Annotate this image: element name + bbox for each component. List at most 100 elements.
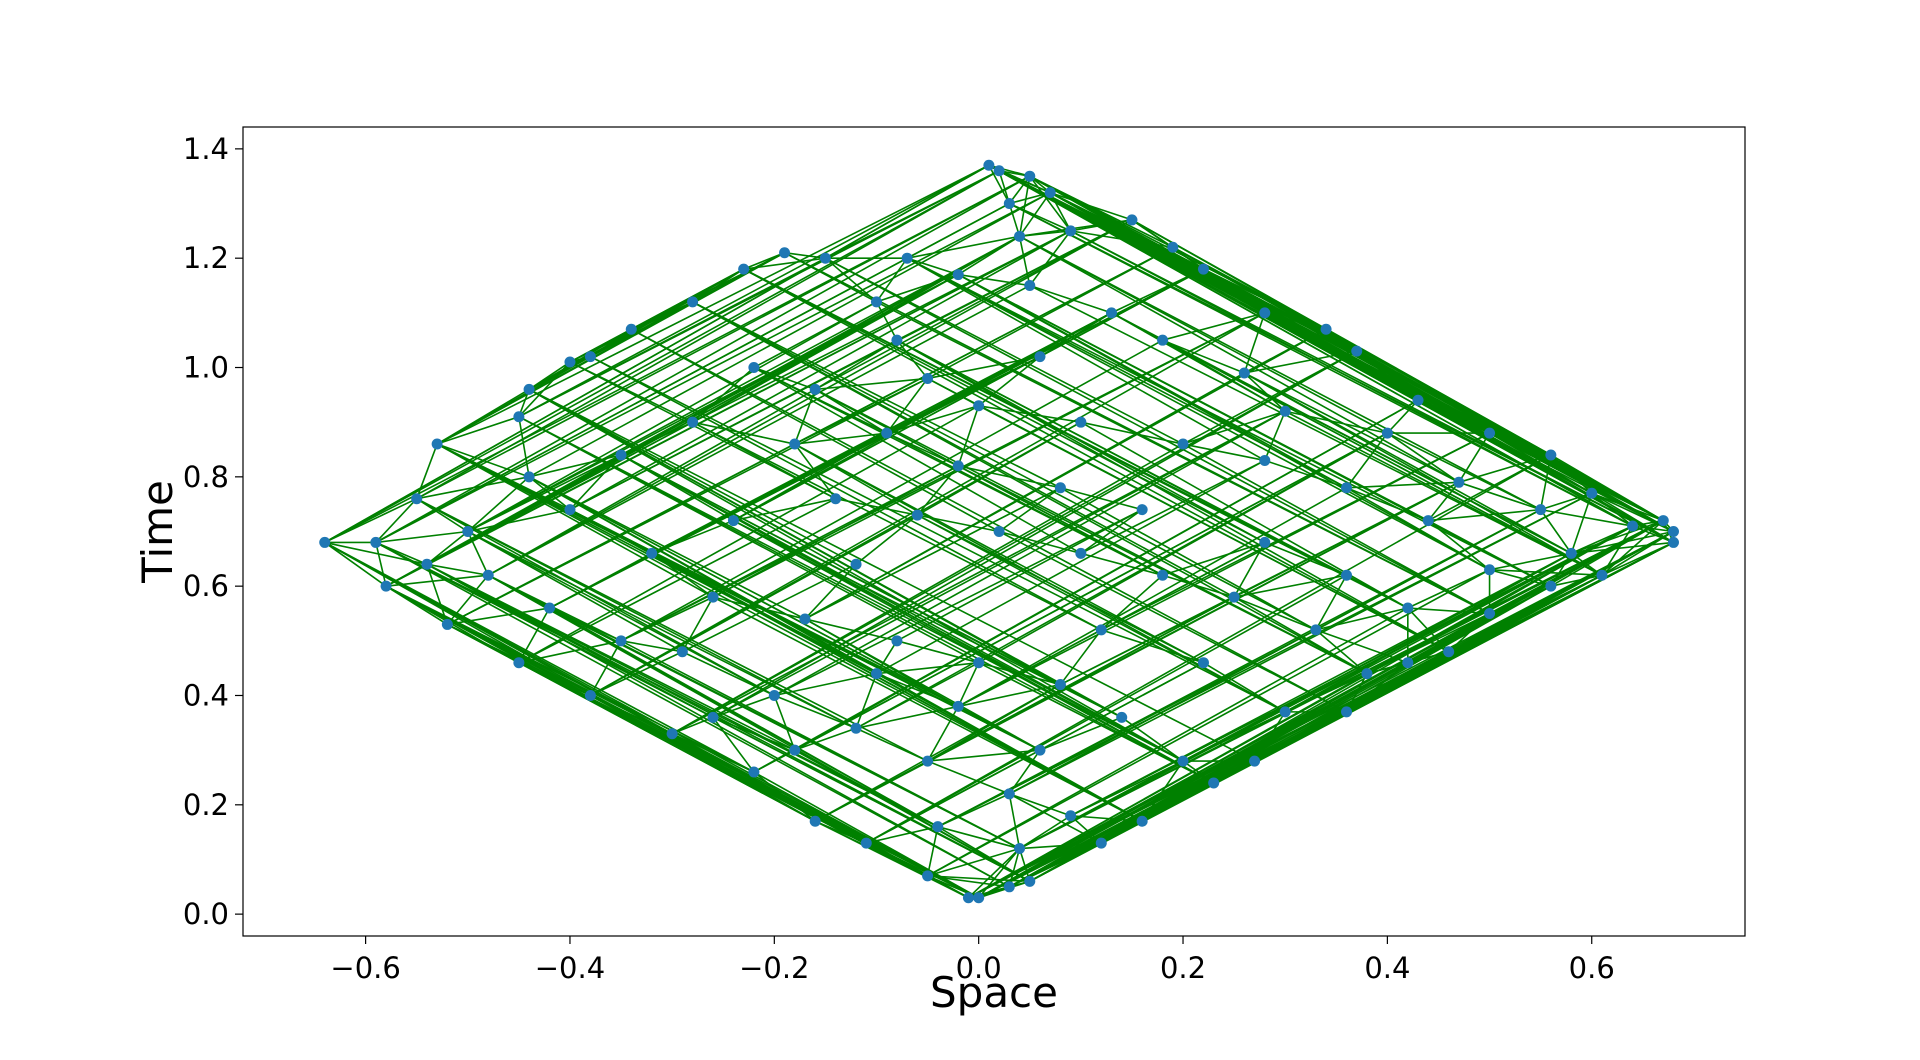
data-point	[1443, 646, 1455, 658]
graph-edge	[528, 191, 1051, 478]
data-point	[687, 296, 699, 308]
graph-edge	[824, 257, 878, 303]
data-point	[1054, 482, 1066, 494]
graph-edge	[1315, 607, 1409, 631]
graph-edge	[773, 695, 796, 751]
graph-edge	[1018, 848, 1031, 882]
data-point	[779, 247, 791, 259]
graph-edge	[784, 251, 826, 259]
graph-edge	[1172, 246, 1327, 330]
graph-edge	[876, 459, 1266, 675]
graph-edge	[773, 508, 1143, 697]
data-point	[1341, 569, 1353, 581]
graph-edge	[426, 530, 469, 565]
graph-edge	[528, 476, 877, 675]
data-point	[1535, 504, 1547, 516]
graph-edge	[518, 416, 530, 477]
graph-edge	[1080, 459, 1266, 555]
graph-edge	[866, 825, 938, 844]
graph-edge	[794, 727, 857, 751]
graph-edge	[446, 574, 489, 625]
data-point	[952, 700, 964, 712]
graph-edge	[1448, 612, 1491, 653]
graph-edge	[1203, 268, 1327, 330]
graph-edge	[1407, 569, 1490, 609]
data-point	[1402, 602, 1414, 614]
data-point	[1310, 624, 1322, 636]
data-point	[881, 427, 893, 439]
data-point	[891, 635, 903, 647]
graph-edge	[1264, 541, 1347, 576]
data-point	[1116, 711, 1128, 723]
graph-edge	[1417, 399, 1490, 434]
data-point	[1044, 187, 1056, 199]
data-point	[952, 269, 964, 281]
data-point	[1259, 454, 1271, 466]
data-point	[911, 509, 923, 521]
graph-edge	[1162, 541, 1266, 576]
graph-edge	[927, 683, 1061, 762]
graph-edge	[804, 618, 898, 642]
graph-edge	[927, 760, 1010, 795]
graph-edge	[835, 497, 918, 516]
data-point	[564, 356, 576, 368]
graph-edge	[518, 607, 551, 664]
data-point	[993, 165, 1005, 177]
data-point	[809, 815, 821, 827]
graph-edge	[896, 339, 1266, 544]
x-tick-label: −0.4	[535, 951, 605, 985]
data-point	[1136, 815, 1148, 827]
data-point	[1065, 810, 1077, 822]
graph-edge	[804, 487, 1061, 620]
graph-edge	[1019, 525, 1633, 850]
data-point	[789, 438, 801, 450]
data-point	[1545, 449, 1557, 461]
graph-edge	[446, 443, 796, 626]
graph-edge	[375, 542, 387, 587]
graph-edge	[1571, 519, 1664, 555]
graph-edge	[1243, 372, 1286, 412]
graph-edge	[620, 454, 734, 522]
points-layer	[319, 159, 1679, 904]
graph-edge	[467, 530, 857, 729]
graph-edge	[682, 651, 775, 697]
data-point	[850, 722, 862, 734]
graph-edge	[671, 733, 755, 773]
data-point	[860, 837, 872, 849]
graph-edge	[671, 410, 1286, 735]
graph-edge	[426, 563, 939, 828]
graph-edge	[927, 596, 1235, 762]
data-point	[1545, 580, 1557, 592]
graph-edge	[896, 640, 979, 664]
graph-edge	[569, 230, 1072, 511]
graph-edge	[1233, 574, 1347, 598]
graph-edge	[1019, 235, 1460, 484]
graph-edge	[1428, 508, 1541, 522]
data-point	[666, 728, 678, 740]
graph-edge	[1019, 711, 1286, 850]
graph-edge	[671, 733, 969, 899]
graph-edge	[712, 465, 959, 598]
graph-edge	[998, 170, 1011, 204]
graph-edge	[1009, 202, 1071, 232]
graph-edge	[712, 596, 806, 620]
graph-edge	[1346, 662, 1409, 713]
data-point	[1402, 657, 1414, 669]
graph-edge	[426, 230, 1072, 566]
graph-edge	[1080, 421, 1409, 609]
graph-edge	[896, 508, 1143, 642]
data-point	[421, 558, 433, 570]
graph-edge	[926, 706, 959, 762]
graph-edge	[978, 848, 1021, 899]
graph-edge	[794, 432, 887, 445]
graph-edge	[1315, 629, 1368, 675]
graph-edge	[467, 235, 1020, 533]
plot-frame	[242, 126, 1746, 937]
graph-edge	[682, 563, 857, 653]
y-tick-label: 1.0	[183, 351, 229, 385]
data-point	[1279, 706, 1291, 718]
data-point	[819, 252, 831, 264]
data-point	[676, 646, 688, 658]
graph-edge	[1008, 793, 1102, 844]
